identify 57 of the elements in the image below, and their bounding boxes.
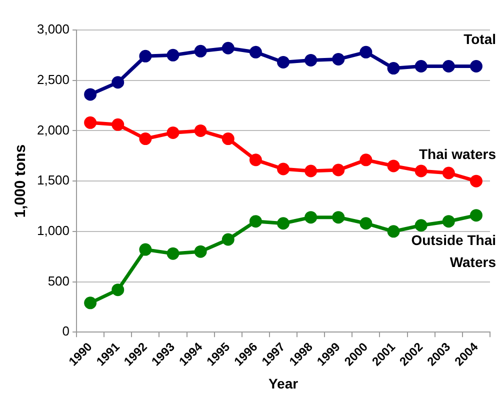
point xyxy=(442,60,455,73)
point xyxy=(470,60,482,73)
point xyxy=(332,164,345,176)
point xyxy=(139,243,152,256)
y-tick-label: 3,000 xyxy=(36,22,70,37)
y-tick-label: 1,500 xyxy=(36,172,70,188)
point xyxy=(112,284,124,296)
point xyxy=(304,54,318,66)
point xyxy=(249,46,262,58)
series-label: Total xyxy=(464,31,496,48)
point xyxy=(332,52,345,66)
y-tick-label: 1,000 xyxy=(36,223,70,238)
point xyxy=(139,50,152,62)
point xyxy=(194,44,207,58)
point xyxy=(304,211,318,224)
point xyxy=(84,116,97,129)
point xyxy=(360,46,372,58)
y-tick-label: 2,000 xyxy=(36,122,70,138)
point xyxy=(470,174,482,188)
point xyxy=(112,76,124,89)
series-label: Thai waters xyxy=(418,146,496,162)
y-tick-label: 0 xyxy=(62,324,70,339)
point xyxy=(414,164,428,178)
y-tick-label: 500 xyxy=(48,273,70,288)
point xyxy=(222,233,234,246)
point xyxy=(277,56,290,68)
point xyxy=(222,132,234,146)
point xyxy=(166,48,180,62)
y-tick-label: 2,500 xyxy=(36,72,70,87)
point xyxy=(249,154,262,166)
point xyxy=(304,164,318,178)
point xyxy=(442,166,455,180)
point xyxy=(277,162,290,176)
point xyxy=(84,88,97,101)
point xyxy=(166,126,180,139)
y-axis-title: 1,000 tons xyxy=(12,144,30,218)
point xyxy=(470,209,482,222)
point xyxy=(360,217,372,230)
point xyxy=(112,118,124,131)
x-axis-title: Year xyxy=(268,375,299,392)
point xyxy=(414,60,428,73)
point xyxy=(194,245,207,258)
point xyxy=(166,247,180,260)
series-label: Outside Thai Waters xyxy=(411,232,496,270)
point xyxy=(194,124,207,137)
point xyxy=(387,225,400,238)
point xyxy=(84,296,97,310)
point xyxy=(387,160,400,172)
point xyxy=(277,217,290,230)
point xyxy=(332,211,345,224)
point xyxy=(139,132,152,146)
point xyxy=(249,215,262,228)
point xyxy=(414,219,428,232)
point xyxy=(442,215,455,228)
point xyxy=(360,154,372,166)
point xyxy=(222,42,234,54)
point xyxy=(387,62,400,75)
